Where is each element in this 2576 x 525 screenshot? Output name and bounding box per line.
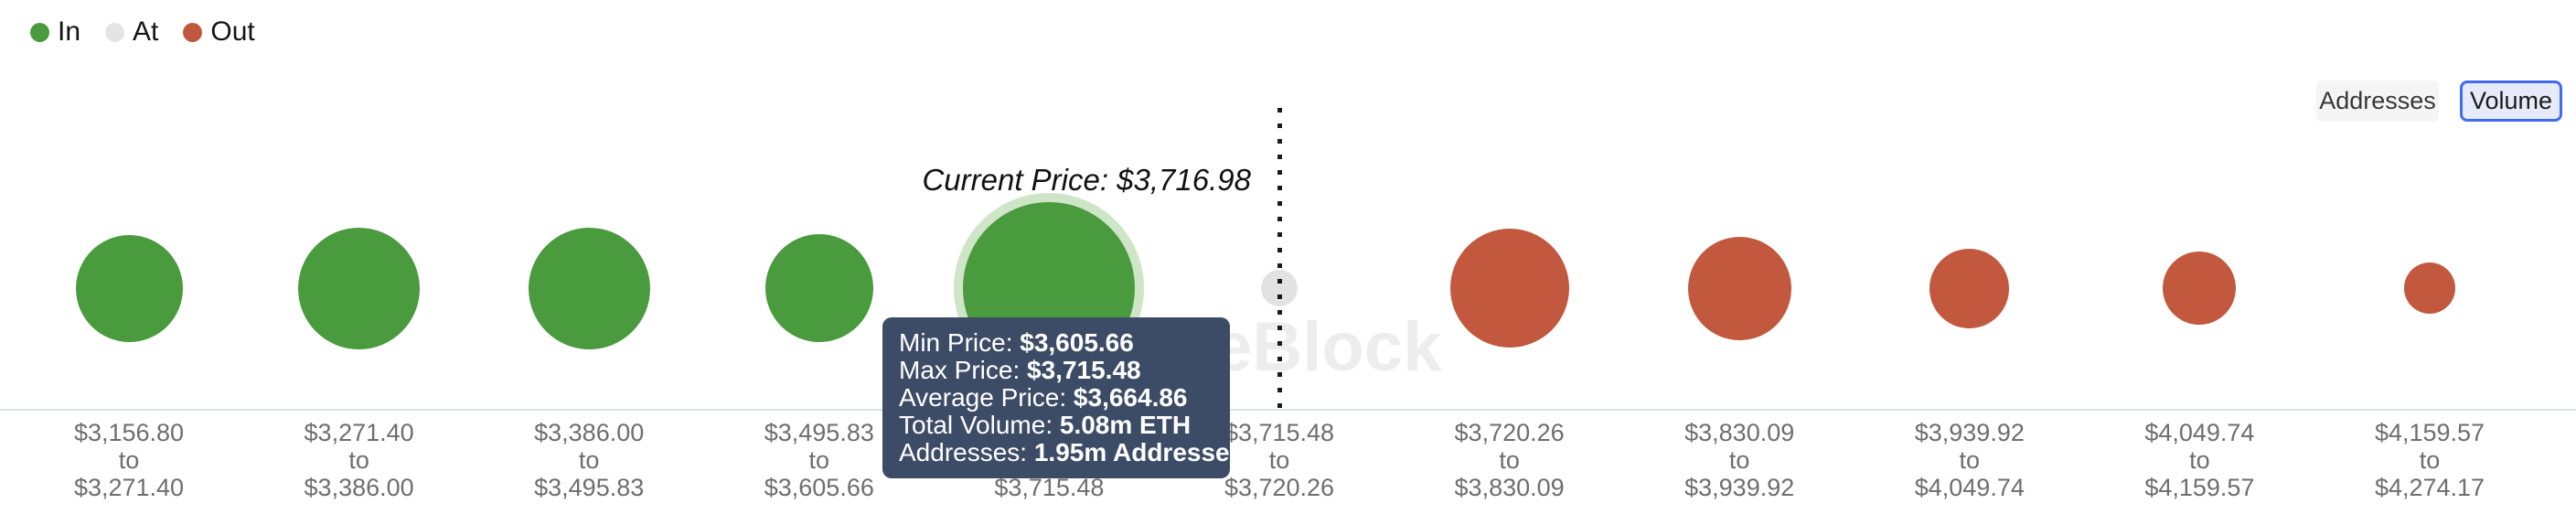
- bubble-out[interactable]: [2163, 252, 2237, 325]
- legend-item-at[interactable]: At: [105, 16, 158, 48]
- in-dot-icon: [30, 22, 49, 42]
- at-dot-icon: [105, 22, 125, 42]
- bubble-in[interactable]: [528, 227, 650, 349]
- x-axis-label: $3,939.92 to $4,049.74: [1914, 419, 2025, 501]
- legend-item-out[interactable]: Out: [183, 16, 255, 48]
- x-axis-label: $3,386.00 to $3,495.83: [534, 419, 645, 501]
- bubble-out[interactable]: [1449, 229, 1569, 348]
- tooltip-total-volume: Total Volume: 5.08m ETH: [899, 411, 1192, 439]
- bubble-in[interactable]: [298, 227, 421, 349]
- x-axis-label: $3,830.09 to $3,939.92: [1684, 419, 1795, 501]
- current-price-label: Current Price: $3,716.98: [922, 163, 1251, 197]
- x-axis-label: $3,715.48 to $3,720.26: [1224, 419, 1335, 501]
- bubble-out[interactable]: [2404, 262, 2455, 314]
- x-axis-label: $3,271.40 to $3,386.00: [304, 419, 414, 501]
- bubble-in[interactable]: [75, 234, 183, 342]
- tooltip-addresses: Addresses: 1.95m Addresses: [899, 438, 1245, 466]
- tooltip: Min Price: $3,605.66 Max Price: $3,715.4…: [882, 317, 1245, 478]
- legend-label-at: At: [133, 16, 159, 47]
- tooltip-min-price: Min Price: $3,605.66: [899, 328, 1134, 357]
- bubble-out[interactable]: [1687, 236, 1791, 340]
- current-price-dotted-line: [1277, 108, 1282, 410]
- view-toggle: Addresses Volume: [2316, 80, 2562, 122]
- addresses-button[interactable]: Addresses: [2316, 80, 2439, 122]
- bubble-at[interactable]: [1261, 270, 1298, 306]
- volume-button[interactable]: Volume: [2460, 80, 2562, 122]
- bubble-in[interactable]: [764, 234, 873, 342]
- legend-label-in: In: [58, 16, 81, 47]
- legend: In At Out: [30, 16, 255, 48]
- tooltip-average-price: Average Price: $3,664.86: [899, 383, 1188, 412]
- x-axis-label: $3,156.80 to $3,271.40: [73, 419, 185, 501]
- x-axis-label: $3,495.83 to $3,605.66: [764, 419, 874, 501]
- x-axis-label: $4,159.57 to $4,274.17: [2374, 419, 2485, 501]
- x-axis-label: $3,720.26 to $3,830.09: [1454, 419, 1565, 501]
- legend-label-out: Out: [210, 16, 255, 47]
- out-dot-icon: [183, 22, 203, 42]
- x-axis-line: [0, 409, 2576, 411]
- tooltip-max-price: Max Price: $3,715.48: [899, 356, 1141, 384]
- bubble-out[interactable]: [1929, 248, 2010, 328]
- x-axis-label: $4,049.74 to $4,159.57: [2144, 419, 2255, 501]
- legend-item-in[interactable]: In: [30, 16, 80, 48]
